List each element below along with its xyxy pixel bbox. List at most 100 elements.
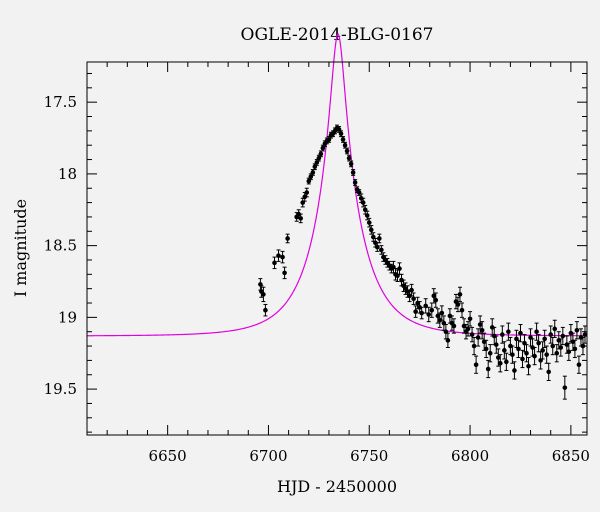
data-point bbox=[409, 283, 414, 297]
data-point bbox=[473, 355, 479, 374]
data-marker bbox=[568, 330, 574, 336]
data-marker bbox=[360, 200, 366, 205]
data-marker bbox=[524, 350, 529, 356]
data-point bbox=[379, 245, 384, 255]
data-point bbox=[445, 332, 451, 348]
x-axis-label: HJD - 2450000 bbox=[277, 477, 397, 496]
data-marker bbox=[506, 329, 511, 335]
data-marker bbox=[542, 336, 547, 342]
data-marker bbox=[280, 254, 285, 260]
y-tick-label: 18.5 bbox=[44, 237, 77, 255]
data-marker bbox=[526, 363, 531, 369]
x-tick-label: 6800 bbox=[451, 447, 489, 465]
data-point bbox=[304, 187, 310, 198]
data-point bbox=[455, 296, 461, 313]
data-marker bbox=[560, 333, 566, 339]
data-marker bbox=[373, 240, 378, 246]
data-marker bbox=[358, 195, 364, 201]
data-marker bbox=[467, 316, 473, 322]
data-marker bbox=[338, 131, 344, 137]
data-point bbox=[393, 268, 398, 281]
data-point bbox=[542, 329, 547, 348]
data-point bbox=[280, 250, 285, 264]
data-marker bbox=[530, 345, 535, 350]
data-marker bbox=[550, 343, 556, 349]
data-marker bbox=[498, 360, 503, 366]
data-marker bbox=[366, 220, 372, 225]
data-marker bbox=[342, 142, 348, 148]
data-marker bbox=[285, 236, 290, 241]
x-tick-label: 6850 bbox=[552, 447, 590, 465]
data-marker bbox=[397, 266, 402, 271]
data-point bbox=[348, 160, 354, 168]
data-marker bbox=[455, 302, 461, 307]
data-point bbox=[276, 249, 281, 262]
data-marker bbox=[500, 332, 505, 337]
y-tick-label: 18 bbox=[58, 165, 77, 183]
data-point bbox=[457, 286, 463, 303]
data-point bbox=[560, 326, 566, 346]
data-point bbox=[526, 357, 531, 376]
data-marker bbox=[411, 296, 416, 302]
data-marker bbox=[445, 338, 451, 343]
data-point bbox=[433, 292, 439, 308]
data-marker bbox=[504, 359, 509, 365]
data-marker bbox=[520, 356, 525, 362]
data-marker bbox=[364, 213, 370, 218]
data-point bbox=[485, 359, 491, 379]
data-marker bbox=[276, 253, 281, 258]
data-marker bbox=[546, 369, 551, 375]
data-point bbox=[344, 147, 350, 155]
data-marker bbox=[512, 368, 517, 373]
data-marker bbox=[302, 194, 308, 200]
data-point bbox=[419, 306, 424, 320]
data-marker bbox=[485, 366, 491, 372]
data-point bbox=[364, 210, 370, 221]
data-point bbox=[532, 346, 537, 366]
data-point bbox=[377, 233, 382, 244]
data-marker bbox=[534, 329, 539, 335]
data-point bbox=[423, 298, 429, 314]
data-marker bbox=[451, 323, 457, 329]
data-marker bbox=[379, 247, 384, 253]
data-point bbox=[451, 318, 457, 334]
data-marker bbox=[540, 348, 545, 353]
data-point bbox=[340, 136, 346, 143]
data-marker bbox=[282, 270, 287, 276]
data-point bbox=[285, 233, 290, 244]
data-marker bbox=[413, 309, 418, 314]
data-marker bbox=[562, 385, 568, 390]
data-point bbox=[413, 305, 418, 318]
data-point bbox=[459, 302, 465, 318]
model-curve bbox=[87, 32, 587, 337]
data-marker bbox=[495, 355, 501, 360]
y-axis-label: I magnitude bbox=[11, 199, 30, 297]
data-marker bbox=[409, 287, 414, 293]
data-marker bbox=[483, 346, 489, 352]
data-point bbox=[467, 311, 473, 327]
data-marker bbox=[375, 244, 380, 250]
data-marker bbox=[578, 335, 584, 340]
data-marker bbox=[419, 310, 424, 316]
data-marker bbox=[344, 148, 350, 154]
data-marker bbox=[475, 335, 481, 340]
data-marker bbox=[348, 161, 354, 167]
y-tick-label: 17.5 bbox=[44, 93, 77, 111]
data-point bbox=[397, 262, 402, 275]
data-marker bbox=[459, 307, 465, 313]
data-marker bbox=[272, 260, 277, 266]
data-point bbox=[572, 339, 578, 359]
data-point bbox=[548, 325, 554, 344]
data-marker bbox=[296, 211, 301, 217]
data-marker bbox=[491, 333, 497, 339]
data-point bbox=[475, 328, 481, 347]
data-point bbox=[263, 303, 268, 317]
data-marker bbox=[433, 297, 439, 303]
data-point bbox=[373, 237, 378, 248]
data-point bbox=[298, 213, 304, 224]
data-point bbox=[504, 352, 509, 371]
data-point bbox=[471, 336, 477, 356]
data-marker bbox=[502, 348, 507, 353]
data-point bbox=[342, 141, 348, 149]
data-marker bbox=[479, 327, 485, 333]
